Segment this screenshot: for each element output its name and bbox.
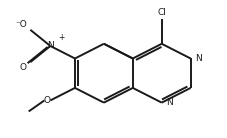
Text: N: N	[47, 42, 54, 51]
Text: N: N	[195, 54, 201, 63]
Text: ⁻O: ⁻O	[15, 20, 27, 29]
Text: Cl: Cl	[157, 8, 165, 17]
Text: N: N	[166, 98, 173, 107]
Text: +: +	[58, 33, 64, 42]
Text: O: O	[43, 96, 50, 105]
Text: O: O	[20, 63, 27, 72]
